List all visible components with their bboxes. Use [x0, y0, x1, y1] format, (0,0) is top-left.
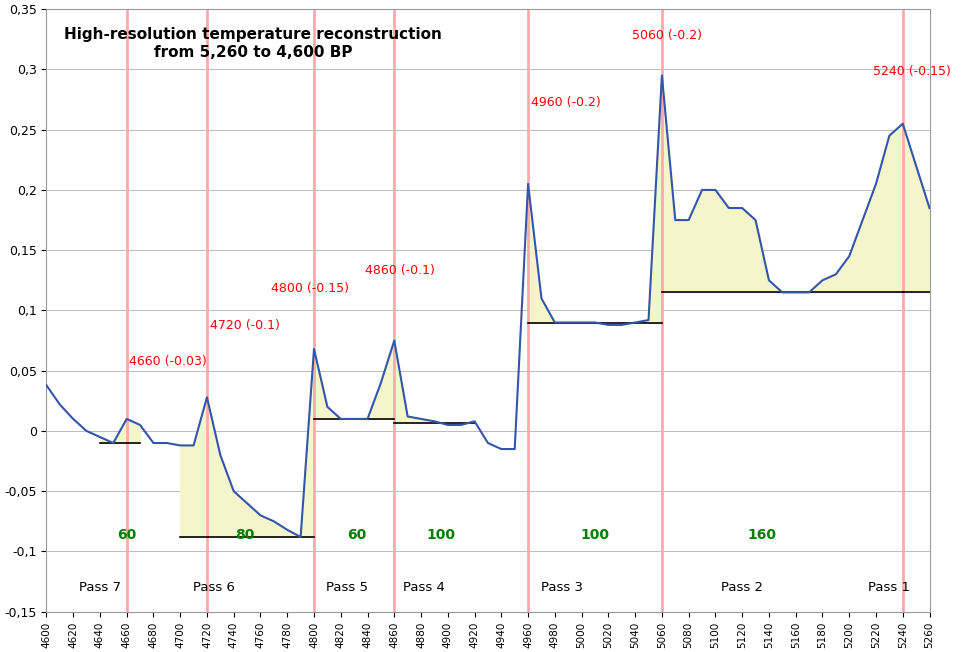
Text: Pass 6: Pass 6	[193, 581, 234, 594]
Text: Pass 4: Pass 4	[403, 581, 444, 594]
Text: 5240 (-0.15): 5240 (-0.15)	[873, 65, 951, 78]
Text: Pass 2: Pass 2	[721, 581, 763, 594]
Text: 4720 (-0.1): 4720 (-0.1)	[209, 319, 280, 331]
Text: 4660 (-0.03): 4660 (-0.03)	[129, 355, 207, 368]
Text: 80: 80	[234, 528, 254, 542]
Text: 4800 (-0.15): 4800 (-0.15)	[271, 282, 349, 295]
Text: High-resolution temperature reconstruction
from 5,260 to 4,600 BP: High-resolution temperature reconstructi…	[64, 27, 442, 59]
Text: 100: 100	[580, 528, 609, 542]
Text: 100: 100	[427, 528, 456, 542]
Text: 5060 (-0.2): 5060 (-0.2)	[632, 29, 703, 42]
Text: Pass 5: Pass 5	[327, 581, 368, 594]
Text: Pass 3: Pass 3	[541, 581, 582, 594]
Text: Pass 7: Pass 7	[79, 581, 120, 594]
Text: 60: 60	[347, 528, 366, 542]
Text: 60: 60	[117, 528, 136, 542]
Text: Pass 1: Pass 1	[869, 581, 910, 594]
Text: 4860 (-0.1): 4860 (-0.1)	[364, 264, 435, 277]
Text: 4960 (-0.2): 4960 (-0.2)	[531, 96, 601, 109]
Text: 160: 160	[748, 528, 777, 542]
